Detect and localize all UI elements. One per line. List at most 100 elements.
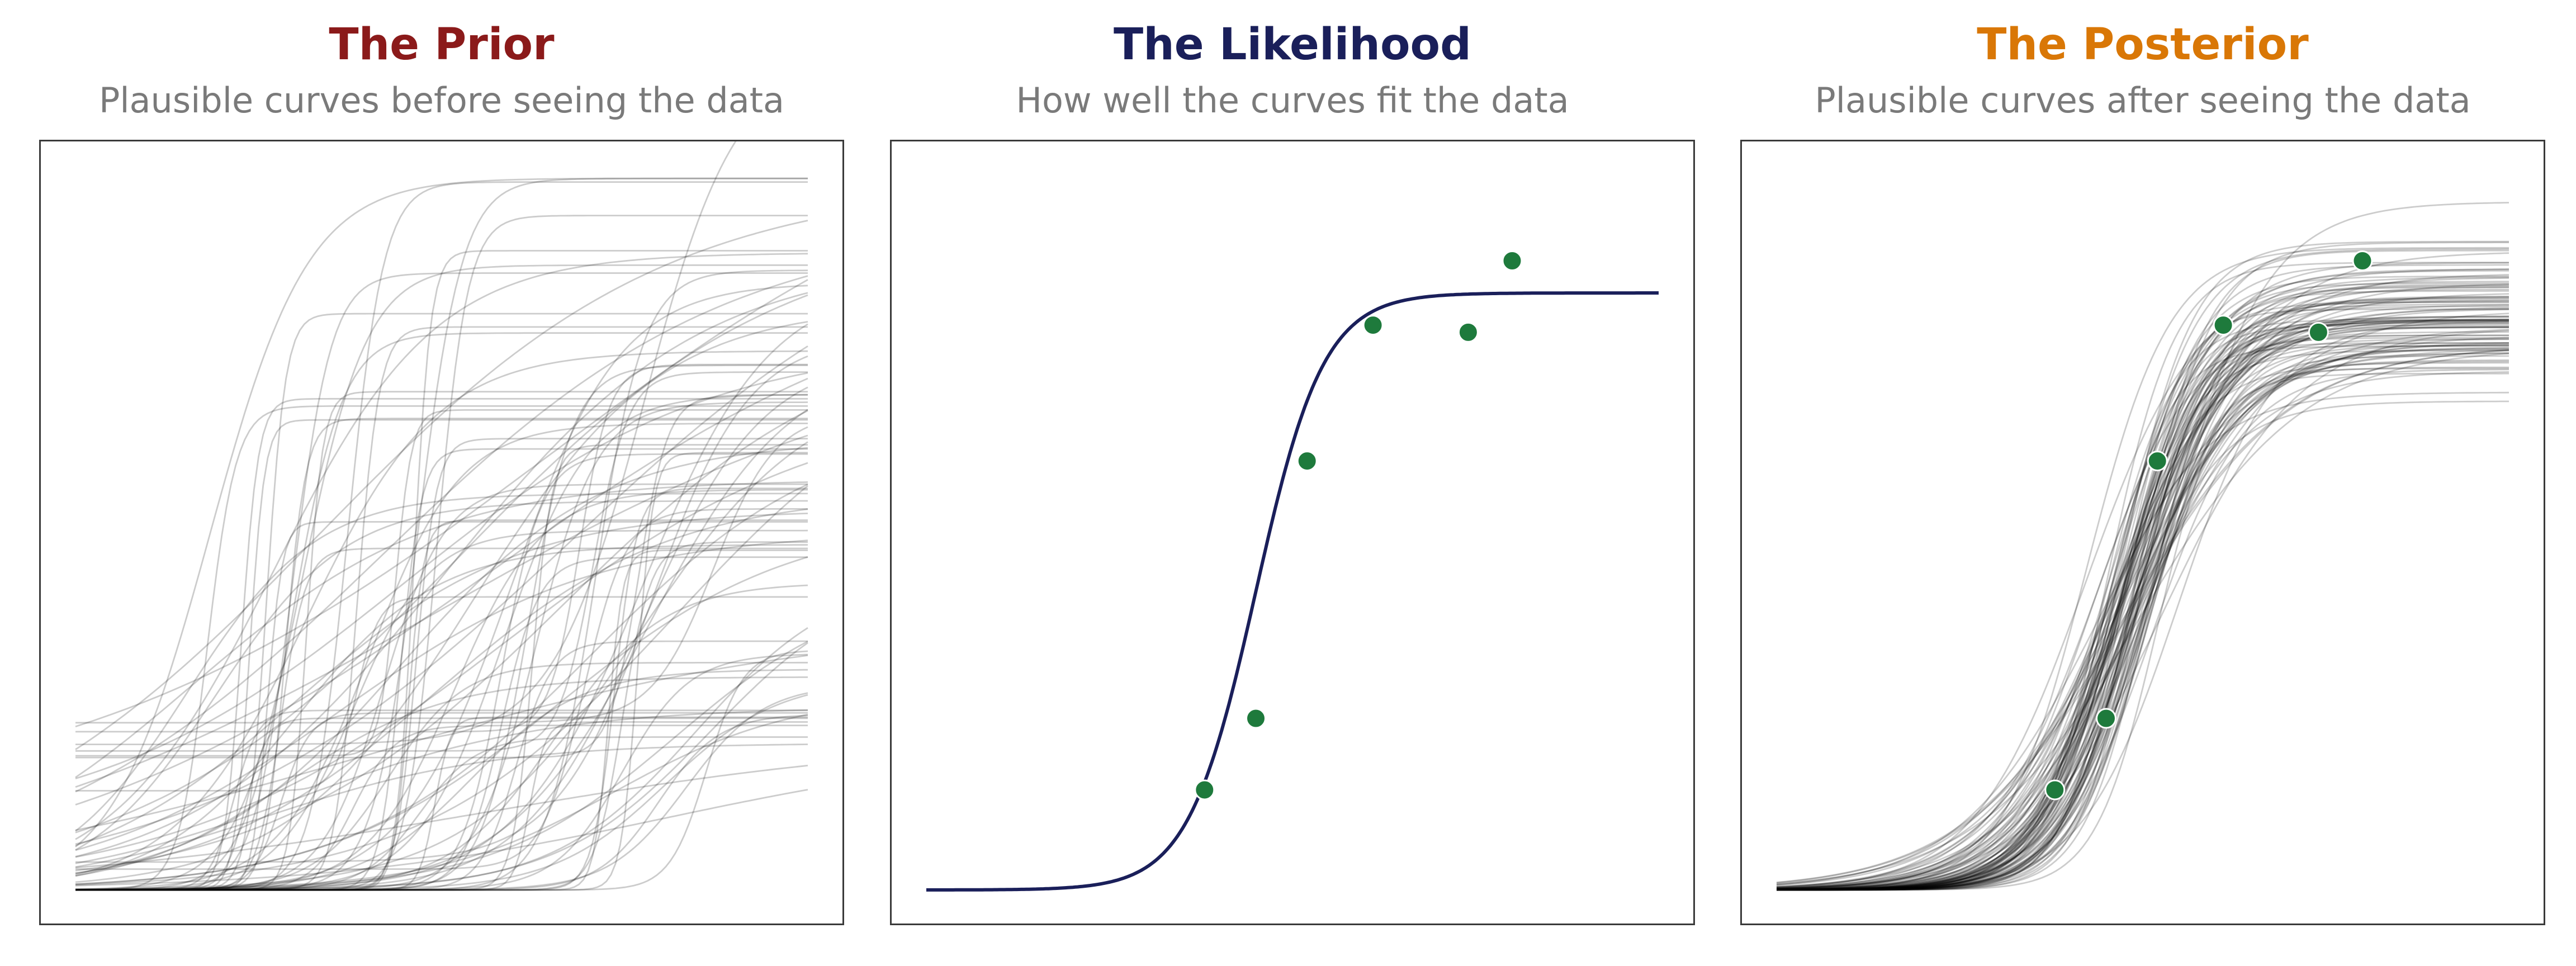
prior-curve: [75, 321, 808, 883]
likelihood-title: The Likelihood: [1114, 20, 1471, 70]
posterior-curve: [1776, 348, 2509, 890]
prior-curve: [75, 410, 808, 872]
posterior-curve: [1776, 286, 2509, 891]
prior-curve: [75, 661, 808, 891]
prior-curve: [75, 650, 808, 891]
posterior-curve: [1776, 326, 2509, 891]
prior-curve: [75, 441, 808, 890]
posterior-curve: [1777, 308, 2509, 891]
prior-curve: [75, 355, 808, 863]
posterior-curve: [1776, 262, 2509, 891]
posterior-curve: [1776, 297, 2509, 891]
posterior-curve: [1776, 276, 2509, 889]
posterior-curve: [1776, 286, 2509, 891]
posterior-curve: [1777, 288, 2509, 891]
posterior-curve: [1777, 355, 2509, 891]
posterior-curve: [1777, 342, 2509, 891]
posterior-curve: [1777, 304, 2509, 891]
data-point: [1362, 315, 1384, 336]
prior-curve: [75, 627, 808, 891]
posterior-curve: [1777, 316, 2509, 891]
posterior-curve: [1777, 334, 2509, 891]
prior-curve: [75, 539, 808, 851]
prior-curve: [75, 434, 808, 788]
prior-curve: [75, 178, 808, 891]
prior-curve: [75, 253, 808, 840]
posterior-curve: [1776, 304, 2509, 891]
posterior-curve: [1777, 319, 2509, 891]
posterior-curve: [1776, 275, 2509, 891]
likelihood-fit-curve: [926, 291, 1659, 892]
prior-curve: [75, 405, 808, 891]
prior-curve: [75, 377, 808, 806]
prior-curve: [75, 275, 808, 793]
prior-curve: [75, 481, 808, 778]
prior-curve: [75, 489, 808, 891]
prior-curve: [75, 541, 808, 891]
posterior-curve: [1776, 349, 2509, 886]
prior-curve: [75, 312, 808, 891]
prior-curve: [75, 721, 808, 891]
likelihood-plot-area: [890, 140, 1695, 925]
prior-subtitle: Plausible curves before seeing the data: [98, 80, 785, 121]
posterior-curve: [1777, 344, 2509, 891]
posterior-curve: [1777, 324, 2509, 891]
likelihood-chart: [926, 250, 1659, 892]
data-point: [1194, 779, 1215, 801]
posterior-curve: [1776, 371, 2509, 889]
data-point: [2096, 708, 2116, 729]
prior-curve: [75, 448, 808, 891]
prior-curve: [75, 544, 808, 877]
prior-curve: [75, 141, 737, 745]
prior-curve: [75, 669, 808, 891]
posterior-curve: [1777, 240, 2509, 891]
prior-curve: [75, 724, 808, 891]
posterior-curve: [1777, 361, 2509, 891]
posterior-curve: [1776, 368, 2509, 891]
prior-curve: [75, 713, 808, 891]
prior-curve: [75, 789, 808, 887]
prior-curve: [75, 709, 808, 864]
posterior-curve: [1777, 296, 2509, 891]
prior-curve: [75, 640, 808, 891]
posterior-curve: [1777, 249, 2509, 891]
prior-curve: [75, 596, 808, 792]
posterior-curve: [1776, 283, 2509, 888]
posterior-curve: [1777, 319, 2509, 891]
posterior-curve: [1776, 349, 2509, 884]
prior-curve: [75, 556, 808, 891]
prior-curve: [75, 272, 808, 891]
prior-curve: [75, 345, 808, 845]
prior-curve: [75, 556, 808, 886]
prior-curve: [75, 220, 808, 750]
prior-curve: [75, 642, 808, 891]
posterior-curve: [1776, 320, 2509, 891]
posterior-curve: [1777, 367, 2509, 891]
posterior-curve: [1777, 319, 2509, 891]
posterior-curve: [1777, 323, 2509, 891]
prior-curve: [75, 397, 808, 891]
posterior-curve: [1776, 312, 2509, 888]
prior-curve: [75, 332, 808, 891]
posterior-curve: [1776, 307, 2509, 890]
posterior-curve: [1776, 319, 2509, 891]
posterior-curve: [1776, 391, 2509, 889]
prior-curve: [75, 350, 808, 875]
prior-curve: [75, 519, 808, 891]
posterior-curve: [1777, 301, 2509, 891]
posterior-curve: [1776, 307, 2509, 888]
posterior-curve: [1777, 264, 2509, 891]
prior-curve: [75, 419, 808, 891]
prior-curve: [75, 692, 808, 891]
prior-curve: [75, 250, 808, 891]
posterior-curve: [1777, 325, 2509, 891]
prior-curve: [75, 584, 808, 891]
prior-curve: [75, 694, 808, 891]
posterior-curve: [1776, 268, 2509, 891]
posterior-curve: [1776, 329, 2509, 886]
prior-curve: [75, 294, 808, 834]
prior-curve: [75, 177, 808, 847]
posterior-curve: [1776, 338, 2509, 889]
posterior-curve: [1776, 269, 2509, 891]
posterior-curve: [1777, 242, 2509, 891]
